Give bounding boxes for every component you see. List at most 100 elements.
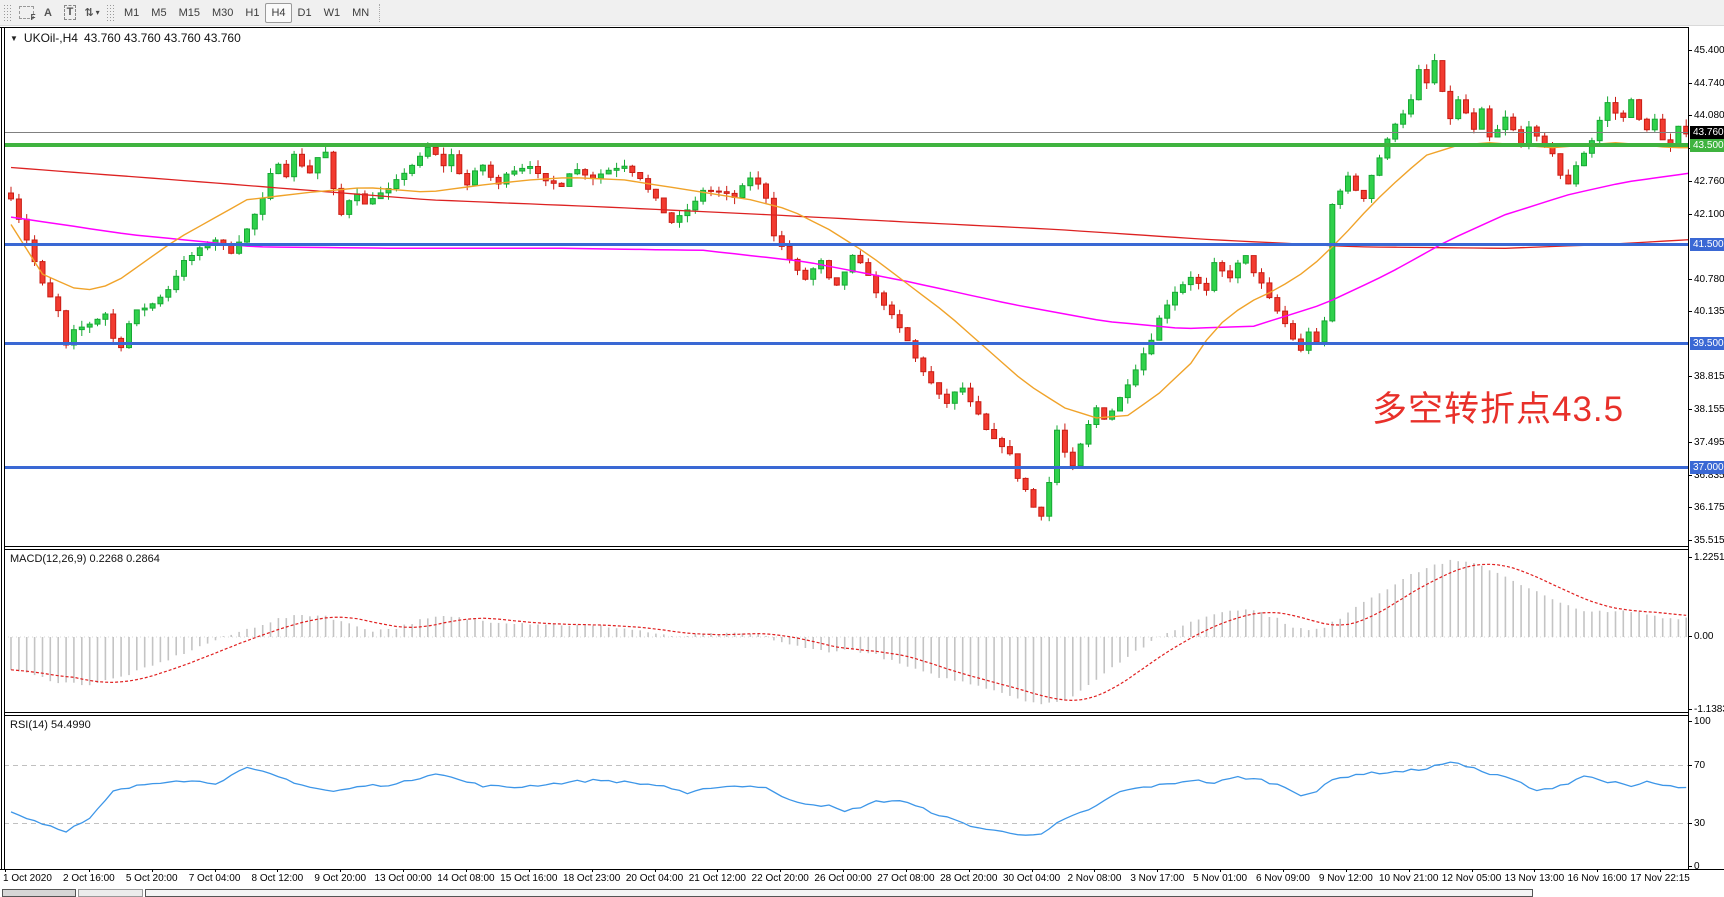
price-axis-tick: 45.400	[1689, 45, 1724, 56]
rsi-indicator-pane[interactable]	[4, 716, 1688, 869]
time-axis-tick	[465, 869, 467, 872]
price-axis-tick: 42.100	[1689, 209, 1724, 220]
pane-splitter[interactable]	[4, 549, 1688, 550]
price-axis[interactable]: 45.40044.74044.08043.42042.76042.10040.7…	[1688, 27, 1724, 872]
time-axis-tick	[1345, 869, 1347, 872]
time-axis-tick	[591, 869, 593, 872]
time-axis-label: 9 Oct 20:00	[314, 873, 367, 884]
macd-label: MACD(12,26,9) 0.2268 0.2864	[10, 553, 160, 565]
time-axis-label: 14 Oct 08:00	[437, 873, 495, 884]
toolbar: F A T ⇅ ▾ M1 M5 M15 M30 H1 H4 D1 W1 MN	[0, 0, 1724, 26]
price-axis-tick: 37.495	[1689, 437, 1724, 448]
price-axis-tick: 44.080	[1689, 110, 1724, 121]
chart-tab[interactable]	[2, 889, 76, 897]
timeframe-button-m1[interactable]: M1	[124, 6, 140, 19]
time-axis-tick	[403, 869, 405, 872]
time-axis-tick	[717, 869, 719, 872]
time-axis-tick	[1031, 869, 1033, 872]
timeframe-button-w1[interactable]: W1	[323, 6, 341, 19]
time-axis-tick	[214, 869, 216, 872]
price-axis-tick: 40.135	[1689, 306, 1724, 317]
price-axis-tick: 38.155	[1689, 404, 1724, 415]
time-axis-tick	[1534, 869, 1536, 872]
text-label-icon[interactable]: A	[44, 6, 52, 19]
price-axis-tick: 36.835	[1689, 470, 1724, 481]
chart-ohlc-header[interactable]: ▼ UKOil-,H4 43.760 43.760 43.760 43.760	[10, 31, 241, 45]
time-axis-label: 16 Nov 16:00	[1567, 873, 1628, 884]
time-axis-label: 2 Nov 08:00	[1067, 873, 1122, 884]
timeframe-button-h1[interactable]: H1	[245, 6, 260, 19]
time-axis-label: 18 Oct 23:00	[563, 873, 621, 884]
main-price-chart[interactable]	[4, 28, 1688, 546]
price-axis-tick: 44.740	[1689, 78, 1724, 89]
chart-tab[interactable]	[78, 889, 143, 897]
price-level-badge: 41.500	[1690, 238, 1724, 251]
time-axis-label: 27 Oct 08:00	[877, 873, 935, 884]
pane-splitter[interactable]	[4, 712, 1688, 713]
time-axis-tick	[88, 869, 90, 872]
timeframe-button-m30[interactable]: M30	[211, 6, 234, 19]
time-axis-tick	[1283, 869, 1284, 872]
time-axis-label: 20 Oct 04:00	[625, 873, 684, 884]
dropdown-caret-icon[interactable]: ▾	[95, 8, 100, 17]
time-axis-tick	[780, 869, 782, 872]
price-level-badge: 37.000	[1690, 461, 1724, 474]
price-axis-tick: 100	[1689, 716, 1711, 727]
timeframe-button-h4[interactable]: H4	[265, 2, 292, 23]
timeframe-button-m15[interactable]: M15	[178, 6, 200, 19]
symbol-label: UKOil-,H4	[23, 31, 78, 45]
price-axis-tick: 30	[1689, 818, 1705, 829]
time-axis-tick	[1597, 869, 1599, 872]
time-axis-label: 8 Oct 12:00	[251, 873, 304, 884]
time-axis[interactable]: 1 Oct 2020 2 Oct 16:00 5 Oct 20:00 7 Oct 04…	[0, 869, 1724, 888]
timeframe-button-mn[interactable]: MN	[352, 6, 370, 19]
time-axis-tick	[340, 869, 342, 872]
text-box-icon[interactable]: T	[59, 3, 81, 23]
price-axis-tick: 38.815	[1689, 371, 1724, 382]
price-axis-tick: 0	[1689, 861, 1700, 872]
macd-indicator-pane[interactable]	[4, 550, 1688, 712]
time-axis-label: 28 Oct 20:00	[940, 873, 998, 884]
timeframe-button-group: M1 M5 M15 M30 H1 H4 D1 W1 MN	[118, 2, 375, 23]
time-axis-tick	[654, 869, 656, 872]
pane-splitter[interactable]	[4, 546, 1688, 547]
chart-tab[interactable]	[145, 889, 1533, 897]
ohlc-values: 43.760 43.760 43.760 43.760	[83, 31, 241, 45]
toolbar-grip-icon[interactable]	[106, 3, 115, 22]
price-axis-tick: 0.00	[1689, 631, 1713, 642]
price-axis-tick: 36.175	[1689, 502, 1724, 513]
price-level-badge: 43.500	[1690, 139, 1724, 152]
timeframe-button-d1[interactable]: D1	[297, 6, 312, 19]
time-axis-label: 3 Nov 17:00	[1130, 873, 1185, 884]
time-axis-tick	[528, 869, 530, 872]
time-axis-label: 5 Nov 01:00	[1193, 873, 1248, 884]
time-axis-tick	[1408, 869, 1410, 872]
price-axis-tick: 42.760	[1689, 176, 1724, 187]
time-axis-tick	[5, 869, 6, 872]
axis-border	[0, 869, 1724, 870]
timeframe-button-m5[interactable]: M5	[151, 6, 167, 19]
price-level-badge: 39.500	[1690, 337, 1724, 350]
toolbar-separator	[379, 3, 381, 22]
cursor-mode-icon[interactable]: ⇅ ▾	[84, 7, 100, 19]
time-axis-label: 9 Nov 12:00	[1318, 873, 1373, 884]
time-axis-tick	[1660, 869, 1662, 872]
chart-text-annotation[interactable]: 多空转折点43.5	[1372, 390, 1625, 429]
time-axis-tick	[1220, 869, 1222, 872]
time-axis-tick	[968, 869, 970, 872]
time-axis-label: 7 Oct 04:00	[188, 873, 241, 884]
time-axis-label: 15 Oct 16:00	[500, 873, 558, 884]
toolbar-grip-icon[interactable]	[3, 3, 12, 22]
time-axis-label: 12 Nov 05:00	[1441, 873, 1502, 884]
price-axis-tick: 70	[1689, 760, 1705, 771]
time-axis-tick	[1157, 869, 1159, 872]
pane-splitter[interactable]	[4, 715, 1688, 716]
time-axis-tick	[843, 869, 845, 872]
time-axis-label: 5 Oct 20:00	[125, 873, 178, 884]
chart-shift-grid-icon[interactable]: F	[15, 3, 37, 23]
time-axis-label: 6 Nov 09:00	[1256, 873, 1310, 884]
time-axis-label: 13 Oct 00:00	[374, 873, 432, 884]
price-axis-tick: 1.2251	[1689, 552, 1724, 563]
collapse-triangle-icon[interactable]: ▼	[10, 33, 18, 43]
